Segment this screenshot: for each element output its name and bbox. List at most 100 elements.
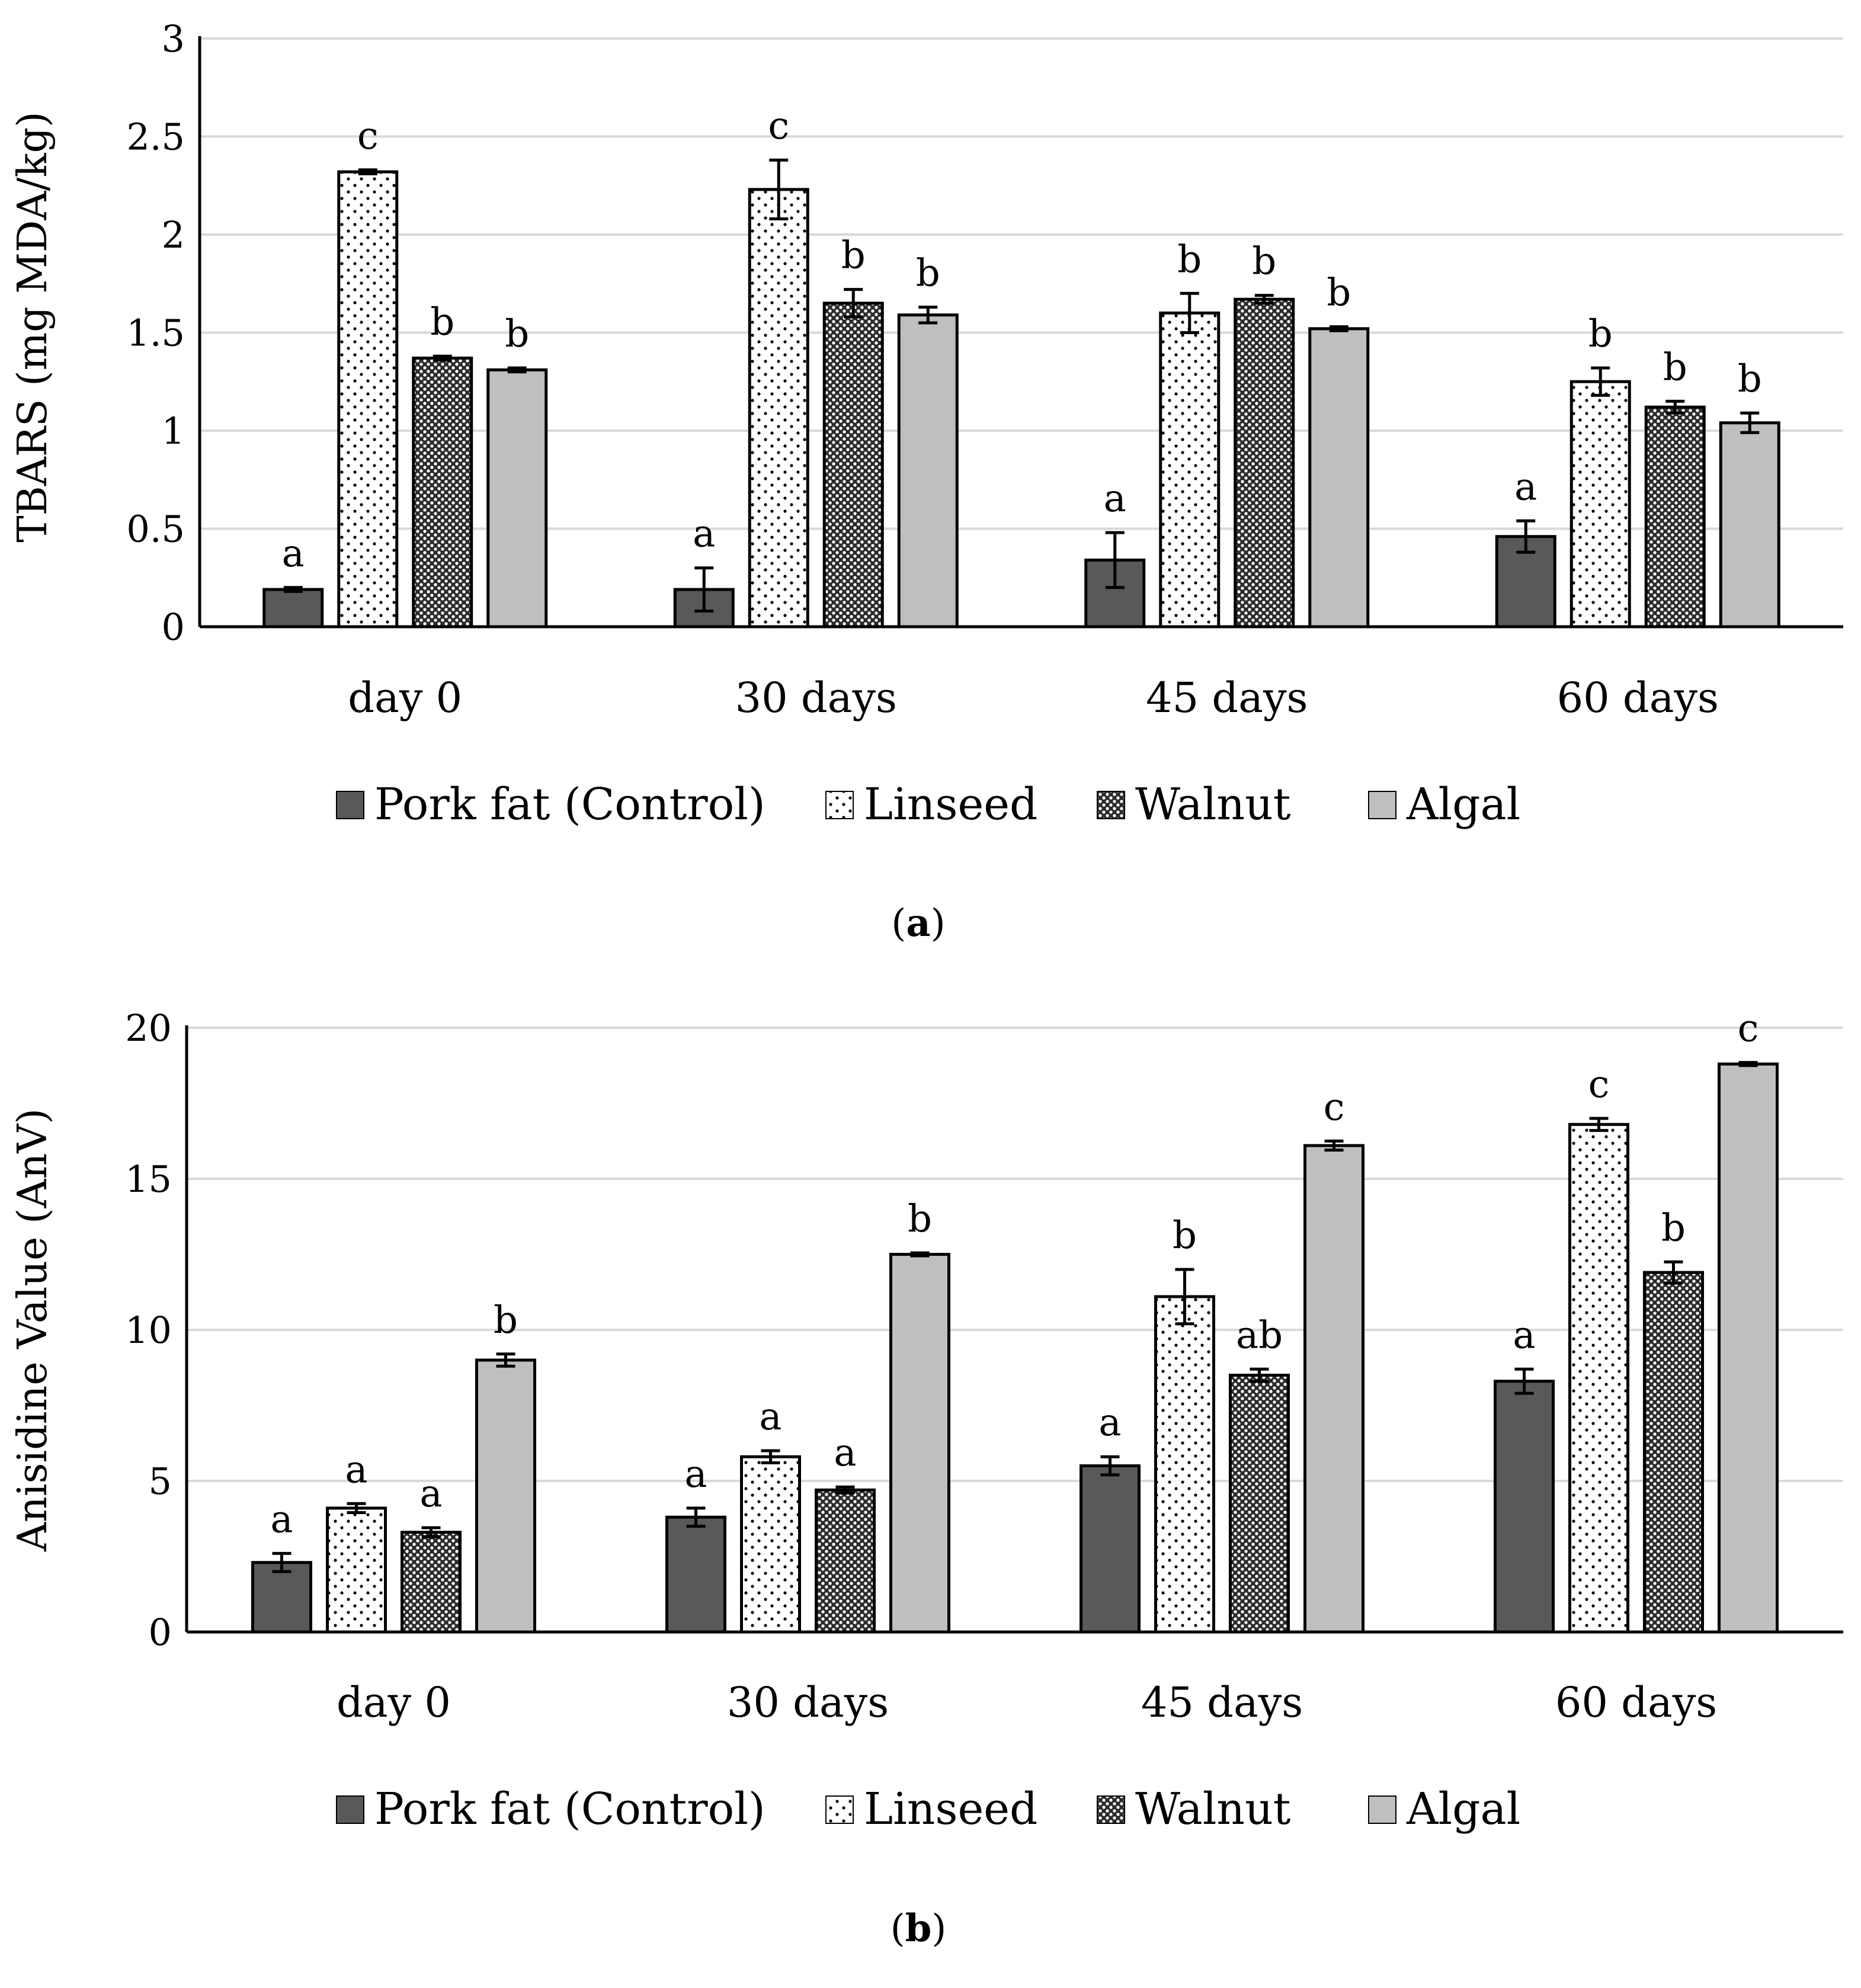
- y-tick-label: 5: [149, 1460, 172, 1503]
- legend-swatch-walnut: [1097, 1795, 1125, 1824]
- legend-swatch-linseed: [825, 791, 854, 819]
- legend-label-linseed: Linseed: [864, 779, 1037, 830]
- error-bar: [433, 354, 452, 362]
- error-bar: [1589, 1117, 1609, 1132]
- bar-walnut: [1234, 297, 1295, 629]
- error-bar: [1665, 399, 1685, 415]
- bar-walnut: [815, 1488, 876, 1634]
- legend-label-walnut: Walnut: [1135, 1784, 1291, 1835]
- bar-linseed: [326, 1506, 387, 1634]
- significance-letter: c: [357, 114, 379, 158]
- bar-control: [262, 588, 324, 629]
- bar-walnut: [412, 357, 473, 629]
- bar-algal: [1719, 421, 1780, 629]
- significance-letter: a: [693, 512, 715, 556]
- error-bar: [272, 1551, 292, 1573]
- significance-letter: b: [841, 234, 866, 278]
- bar-linseed: [1568, 1123, 1629, 1634]
- legend-swatch-control: [336, 1795, 364, 1824]
- y-tick-label: 2: [162, 213, 185, 256]
- legend-swatch-walnut: [1097, 791, 1125, 819]
- bar-linseed: [740, 1455, 801, 1634]
- y-axis-title: TBARS (mg MDA/kg): [9, 111, 56, 542]
- significance-letter: a: [1098, 1401, 1121, 1445]
- legend-label-control: Pork fat (Control): [374, 779, 765, 830]
- error-bar: [1324, 1139, 1344, 1152]
- error-bar: [1100, 1455, 1120, 1477]
- error-bar: [844, 288, 863, 319]
- legend-label-control: Pork fat (Control): [374, 1784, 765, 1835]
- significance-letter: a: [345, 1448, 367, 1492]
- x-category-label: 45 days: [1141, 1678, 1303, 1727]
- significance-letter: a: [1513, 1313, 1535, 1357]
- error-bar: [1329, 325, 1348, 332]
- significance-letter: b: [908, 1197, 932, 1241]
- error-bar: [1738, 1061, 1758, 1067]
- bar-walnut: [822, 302, 884, 629]
- bar-control: [251, 1561, 312, 1634]
- y-tick-label: 2.5: [126, 116, 185, 159]
- significance-letter: b: [430, 300, 454, 344]
- significance-letter: a: [1514, 465, 1537, 509]
- significance-letter: a: [419, 1472, 442, 1516]
- bar-linseed: [748, 188, 809, 629]
- significance-letter: ab: [1236, 1313, 1283, 1357]
- y-tick-label: 10: [125, 1309, 172, 1352]
- y-tick-label: 3: [162, 17, 185, 60]
- y-tick-label: 20: [125, 1006, 172, 1050]
- significance-letter: b: [494, 1298, 518, 1342]
- x-category-label: 30 days: [735, 674, 897, 722]
- x-category-label: day 0: [337, 1678, 451, 1727]
- legend-label-algal: Algal: [1406, 779, 1520, 830]
- significance-letter: b: [1177, 238, 1202, 281]
- x-category-label: day 0: [348, 674, 462, 722]
- significance-letter: b: [1327, 271, 1351, 315]
- chart-panel-a: 0 0.5 1 1.5 2 2.5 3 day 0 a c b b 30 days a c b b 45 days…: [9, 17, 1843, 945]
- bar-control: [1080, 1464, 1141, 1634]
- legend-swatch-linseed: [825, 1795, 854, 1824]
- panel-caption: (b): [891, 1906, 947, 1951]
- significance-letter: b: [1738, 357, 1762, 401]
- error-bar: [1740, 411, 1760, 434]
- legend-swatch-algal: [1368, 791, 1396, 819]
- significance-letter: b: [1663, 345, 1687, 389]
- significance-letter: a: [759, 1395, 781, 1439]
- significance-letter: c: [768, 104, 789, 148]
- bar-algal: [1303, 1144, 1364, 1634]
- bar-algal: [475, 1358, 536, 1634]
- panel-caption: (a): [891, 901, 945, 945]
- bar-control: [1494, 1380, 1555, 1634]
- x-category-label: 45 days: [1146, 674, 1308, 722]
- legend: Pork fat (Control) Linseed Walnut Algal: [336, 779, 1520, 830]
- error-bar: [358, 168, 377, 175]
- error-bar: [1180, 291, 1199, 334]
- bar-walnut: [1644, 405, 1706, 629]
- error-bar: [1175, 1268, 1194, 1326]
- significance-letter: b: [505, 312, 529, 356]
- error-bar: [1591, 366, 1610, 397]
- significance-letter: a: [270, 1498, 293, 1541]
- bar-algal: [1308, 327, 1370, 629]
- significance-letter: b: [1661, 1206, 1686, 1250]
- error-bar: [283, 586, 303, 593]
- error-bar: [835, 1485, 855, 1495]
- error-bar: [1664, 1260, 1683, 1285]
- bar-linseed: [1569, 380, 1631, 629]
- y-tick-label: 0: [162, 605, 185, 649]
- x-category-label: 30 days: [727, 1678, 889, 1727]
- error-bar: [686, 1506, 706, 1528]
- significance-letter: c: [1588, 1063, 1610, 1107]
- x-category-label: 60 days: [1557, 674, 1719, 722]
- significance-letter: b: [1173, 1214, 1197, 1258]
- bar-algal: [1718, 1062, 1779, 1634]
- bar-algal: [889, 1253, 950, 1634]
- bar-control: [665, 1515, 726, 1634]
- significance-letter: b: [1588, 312, 1613, 356]
- significance-letter: b: [916, 251, 940, 295]
- error-bar: [347, 1502, 366, 1515]
- error-bar: [1514, 1367, 1534, 1395]
- y-tick-label: 0.5: [126, 508, 185, 551]
